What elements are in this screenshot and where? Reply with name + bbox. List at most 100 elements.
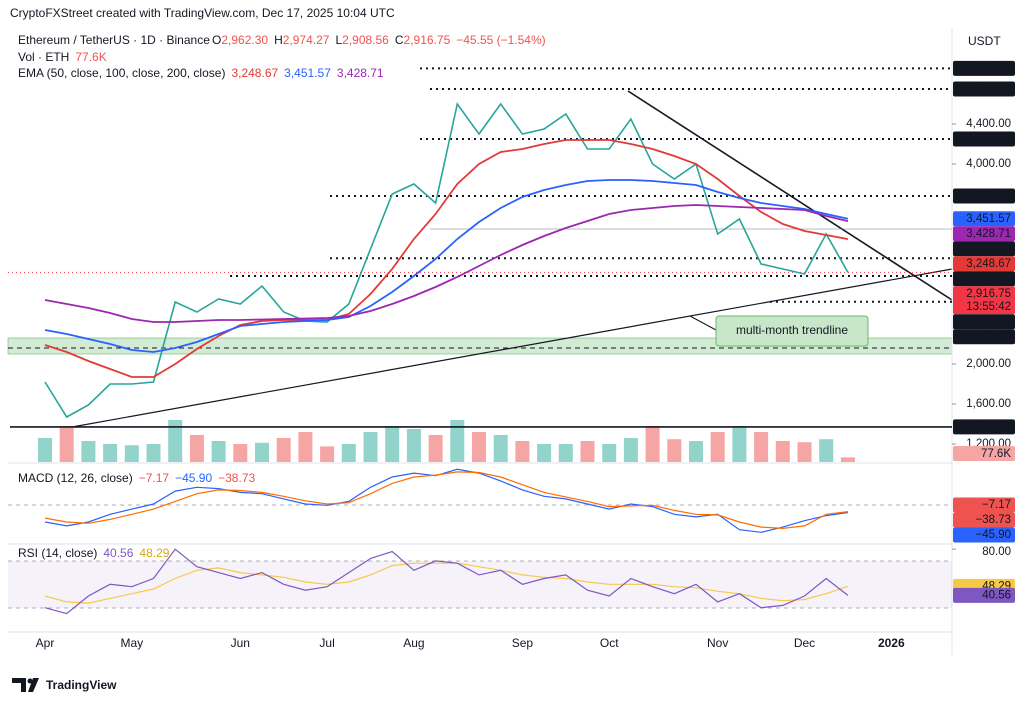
label-box — [953, 60, 1015, 76]
macd-title: MACD (12, 26, close) −7.17 −45.90 −38.73 — [18, 471, 255, 485]
rsi-tick-label: 80.00 — [982, 546, 1011, 558]
rsi-ma-line — [44, 562, 849, 604]
x-tick-label: Jun — [231, 636, 250, 650]
volume-bar — [472, 432, 486, 462]
logo-dot — [27, 678, 33, 684]
ema-value: 3,451.57 — [284, 66, 331, 80]
level-label: 2,880.00 — [966, 316, 1011, 328]
y-tick-label: 1,600.00 — [966, 398, 1011, 410]
annotation: multi-month trendline — [736, 323, 848, 337]
ohlc-value: 2,916.75 — [404, 33, 451, 47]
currency: USDT — [968, 34, 1001, 48]
vol-title: Vol · ETH — [18, 50, 69, 64]
x-tick-label: Sep — [512, 636, 534, 650]
volume-bar — [189, 435, 204, 462]
rsi-line — [44, 548, 849, 615]
x-tick-label: Dec — [794, 636, 815, 650]
volume-bar — [103, 444, 118, 462]
macd-axis-label: −45.90 — [976, 529, 1012, 541]
label-box — [953, 271, 1015, 287]
ema-label: 3,451.57 — [966, 213, 1011, 225]
volume-bar — [537, 444, 552, 462]
annotation-box — [715, 315, 869, 347]
level-label: 4,250.00 — [966, 133, 1011, 145]
volume-bar — [168, 420, 183, 462]
ema-line — [44, 204, 849, 323]
volume-bar — [59, 426, 74, 462]
x-tick-label: Oct — [600, 636, 619, 650]
volume-bar — [276, 438, 291, 462]
label-box — [953, 211, 1015, 227]
volume-bar — [840, 457, 855, 462]
macd-value: −45.90 — [175, 471, 212, 485]
volume-title: Vol · ETH 77.6K — [18, 50, 107, 64]
vol-value: 77.6K — [75, 50, 106, 64]
volume-bar — [38, 438, 52, 462]
price-line — [44, 102, 849, 419]
volume-bar — [689, 441, 703, 462]
label-box — [953, 314, 1015, 330]
label-box — [953, 419, 1015, 435]
x-tick-label: Aug — [403, 636, 424, 650]
ema-label: 3,248.67 — [966, 258, 1011, 270]
level-label: 4,750.00 — [966, 83, 1011, 95]
brand: TradingView — [46, 678, 117, 692]
ohlc-value: 2,962.30 — [221, 33, 268, 47]
macd-label: MACD (12, 26, close) — [18, 471, 133, 485]
volume-bar — [81, 441, 96, 462]
volume-bar — [233, 444, 248, 462]
label-box — [953, 241, 1015, 257]
ascending-trendline — [71, 268, 953, 428]
ema-value: 3,248.67 — [231, 66, 278, 80]
symbol: Ethereum / TetherUS · 1D · Binance — [18, 33, 210, 47]
volume-bar — [450, 420, 465, 462]
volume-bar — [819, 439, 834, 462]
brand-logo: TradingView — [12, 678, 117, 692]
volume-bar — [558, 444, 573, 462]
volume-bar — [428, 435, 443, 462]
descending-trendline — [627, 90, 953, 301]
volume-bar — [255, 442, 269, 462]
ema-title: EMA (50, close, 100, close, 200, close) 3… — [18, 66, 384, 80]
ohlc-key: C — [395, 33, 404, 47]
volume-bar — [775, 441, 790, 462]
x-tick-label: Jul — [319, 636, 334, 650]
macd-value: −7.17 — [139, 471, 170, 485]
label-box — [953, 497, 1015, 513]
rsi-axis-label: 40.56 — [982, 589, 1011, 601]
ohlc-key: H — [274, 33, 283, 47]
volume-bar — [124, 445, 139, 462]
volume-bar — [515, 441, 530, 462]
macd-axis-label: −38.73 — [976, 514, 1012, 526]
rsi-title: RSI (14, close) 40.56 48.29 — [18, 546, 170, 560]
label-box — [953, 446, 1015, 461]
label-box — [953, 329, 1015, 345]
volume-bar — [710, 432, 725, 462]
label-box — [953, 226, 1015, 242]
rsi-value: 48.29 — [139, 546, 169, 560]
volume-bar — [320, 446, 335, 462]
label-box — [953, 512, 1015, 528]
y-tick-label: 4,000.00 — [966, 158, 1011, 170]
macd-value: −38.73 — [218, 471, 255, 485]
label-box — [953, 131, 1015, 147]
volume-bar — [341, 444, 356, 462]
y-tick-label: 2,000.00 — [966, 358, 1011, 370]
ohlc-value: 2,974.27 — [283, 33, 330, 47]
ohlc-key: O — [212, 33, 221, 47]
x-tick-label: Nov — [707, 636, 728, 650]
signal-line — [44, 471, 848, 530]
volume-bar — [623, 438, 638, 462]
ema-label: 3,428.71 — [966, 228, 1011, 240]
last-price-label: 2,916.75 — [966, 288, 1011, 300]
ohlc-value: 2,908.56 — [342, 33, 389, 47]
volume-bar — [797, 442, 812, 462]
y-tick-label: 4,400.00 — [966, 118, 1011, 130]
volume-bar — [363, 432, 378, 462]
volume-bar — [754, 432, 769, 462]
annotation-pointer — [689, 315, 717, 331]
x-tick-label: Apr — [36, 636, 55, 650]
level-label: 1,370.87 — [966, 421, 1011, 433]
label-box — [953, 286, 1015, 315]
